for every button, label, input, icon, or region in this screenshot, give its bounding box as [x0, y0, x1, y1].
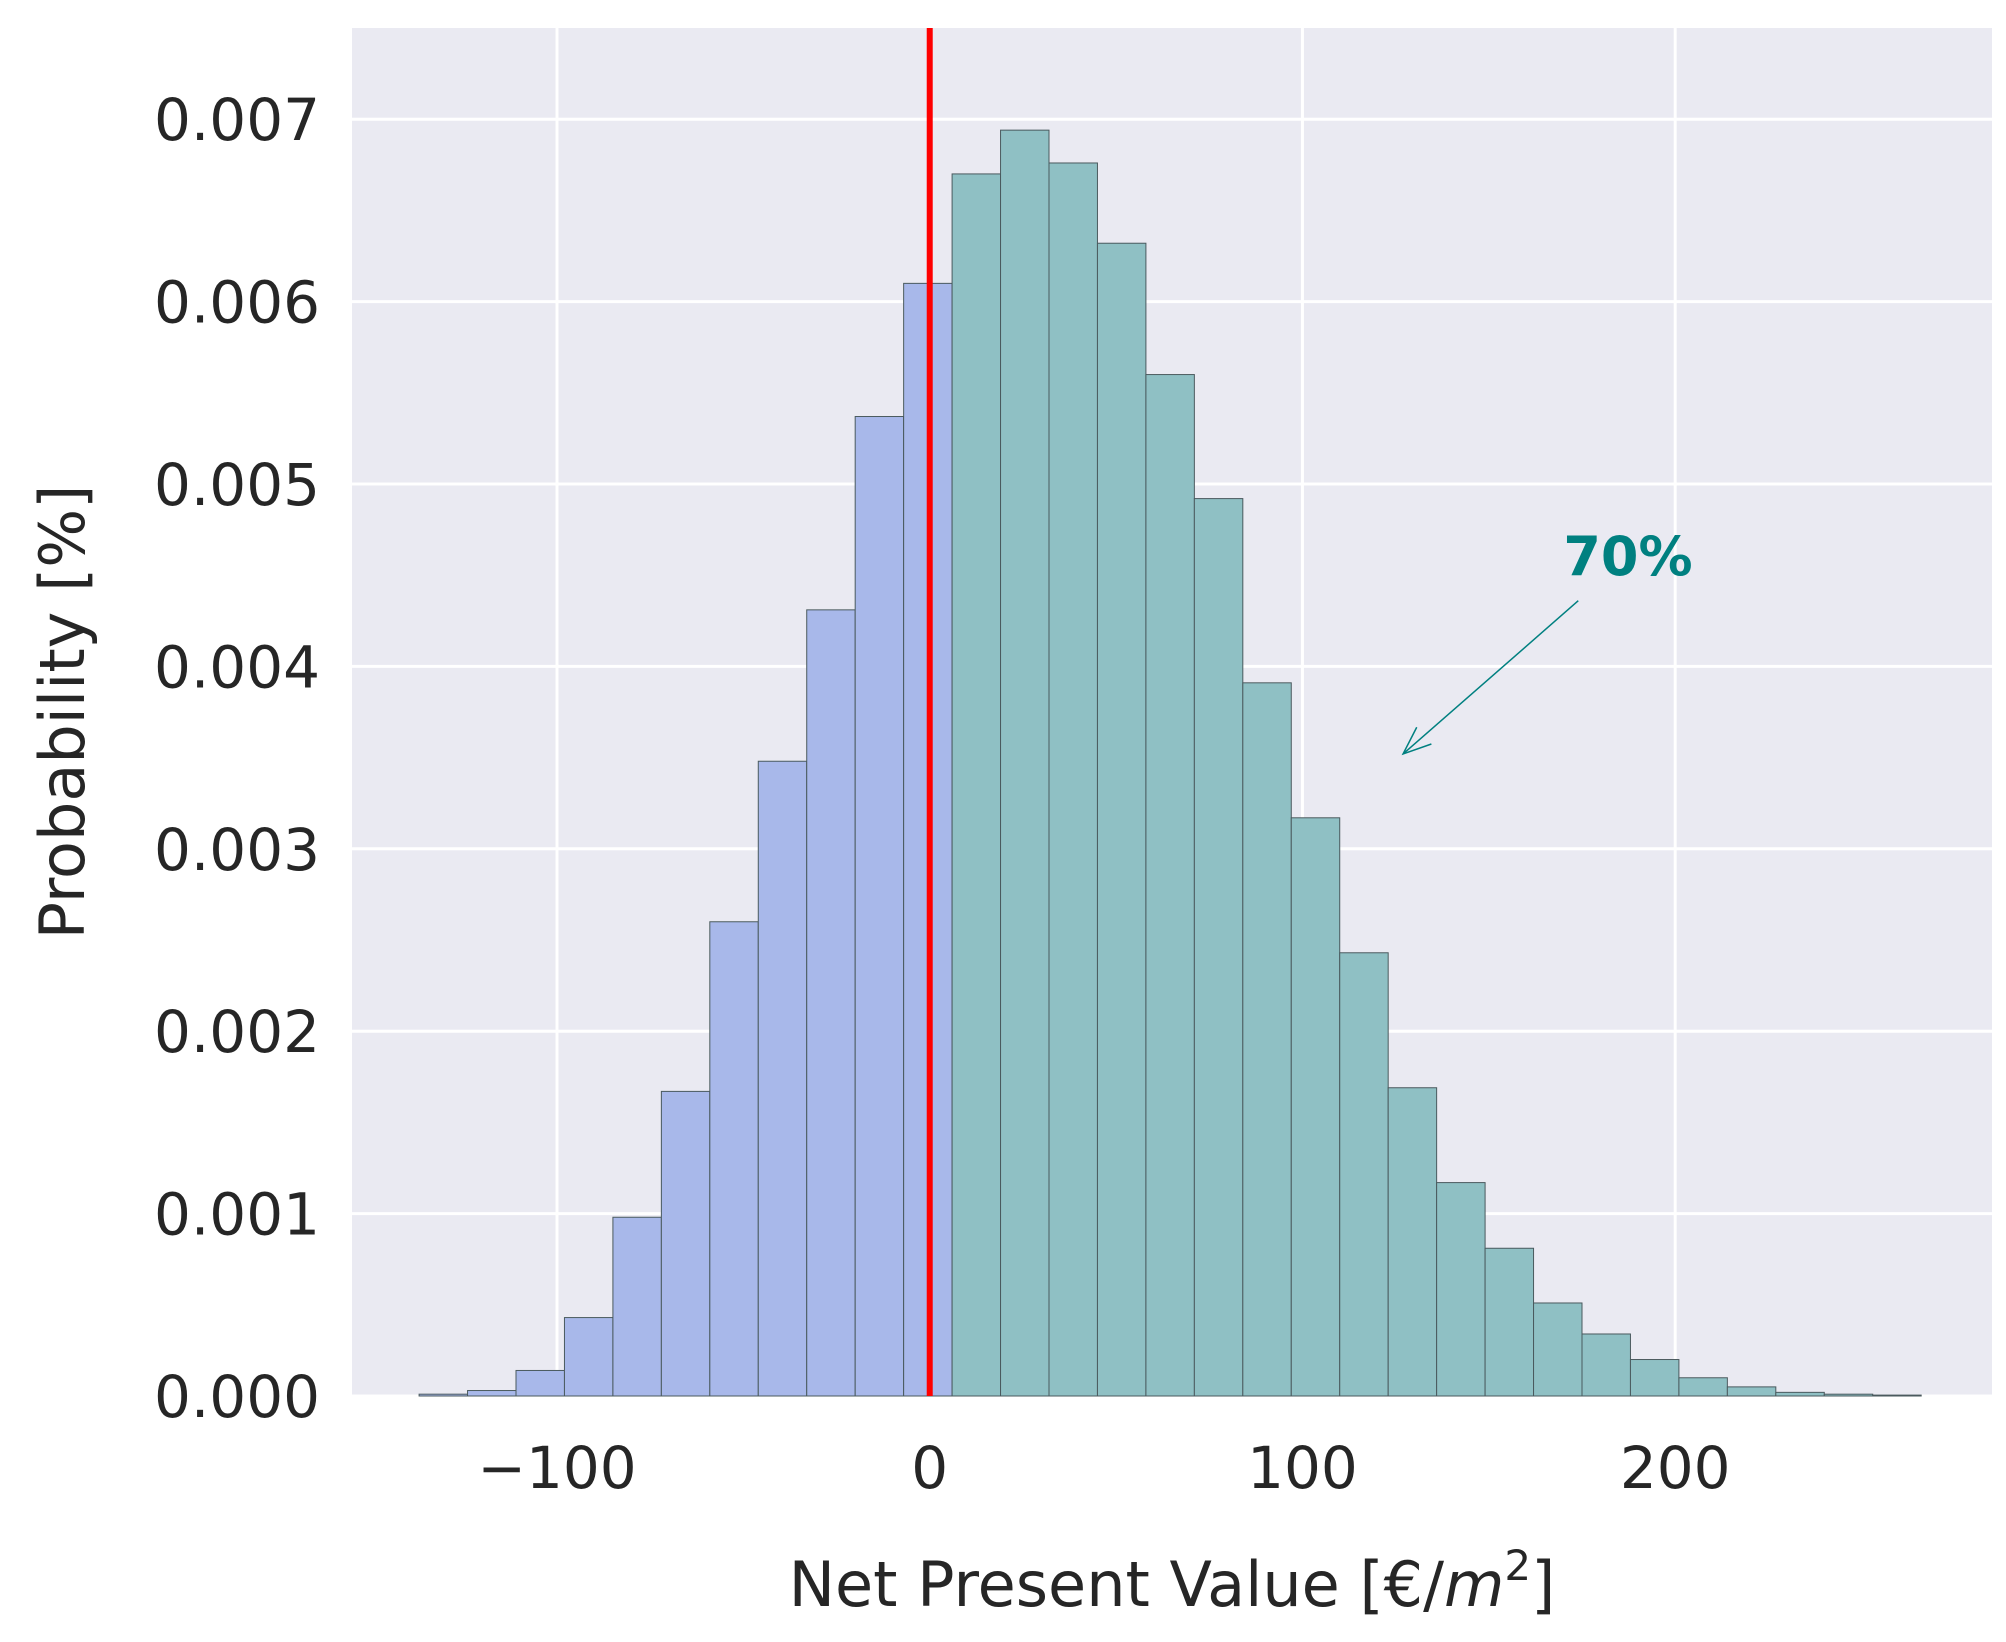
histogram-bar — [467, 1390, 517, 1397]
histogram-bar — [1193, 498, 1244, 1397]
x-axis-label-unit: m — [1444, 1548, 1504, 1621]
y-tick-label: 0.006 — [154, 269, 320, 337]
histogram-bar — [515, 1369, 565, 1397]
x-tick-label: 100 — [1247, 1434, 1358, 1502]
histogram-bar — [1096, 242, 1147, 1397]
y-axis-label: Probability [%] — [26, 485, 99, 940]
histogram-bar — [660, 1090, 711, 1397]
x-axis-label-exponent: 2 — [1504, 1541, 1531, 1590]
histogram-bar — [612, 1216, 662, 1397]
histogram-bar — [806, 609, 856, 1397]
x-tick-label: −100 — [477, 1434, 636, 1502]
histogram-bar — [1048, 162, 1098, 1397]
histogram-bar — [1000, 129, 1050, 1397]
annotation-label: 70% — [1563, 525, 1692, 588]
histogram-bar — [1872, 1394, 1922, 1397]
histogram-bar — [418, 1393, 469, 1397]
histogram-bar — [1436, 1182, 1486, 1397]
x-axis-label: Net Present Value [€/m2] — [789, 1541, 1556, 1621]
annotation-arrow — [1402, 600, 1579, 755]
histogram-bar — [757, 760, 808, 1397]
annotation-arrow-head — [1401, 726, 1432, 756]
histogram-bar — [709, 921, 759, 1397]
annotation-70-percent: 70% — [1401, 525, 1693, 756]
histogram-bar — [854, 416, 905, 1397]
x-tick-label: 0 — [911, 1434, 948, 1502]
y-tick-label: 0.004 — [154, 633, 320, 701]
histogram-bar — [1387, 1087, 1438, 1397]
y-tick-label: 0.002 — [154, 998, 320, 1066]
histogram-bar — [1678, 1377, 1728, 1397]
x-axis-ticks: −100 0 100 200 — [477, 1434, 1730, 1502]
y-tick-label: 0.003 — [154, 816, 320, 884]
histogram-bar — [1533, 1302, 1583, 1397]
histogram-bar — [563, 1317, 614, 1397]
histogram-bar — [1823, 1393, 1874, 1397]
y-tick-label: 0.005 — [154, 451, 320, 519]
histogram-bar — [1242, 682, 1292, 1397]
histogram-bar — [1581, 1333, 1631, 1397]
histogram-bars — [418, 129, 1922, 1397]
y-tick-label: 0.001 — [154, 1181, 320, 1249]
x-tick-label: 200 — [1620, 1434, 1731, 1502]
histogram-bar — [1290, 817, 1341, 1397]
histogram-bar — [1339, 952, 1389, 1397]
histogram-bar — [1145, 374, 1195, 1397]
y-tick-label: 0.000 — [154, 1363, 320, 1431]
histogram-bar — [951, 173, 1002, 1397]
x-axis-label-text: Net Present Value [€/ — [789, 1548, 1444, 1621]
y-axis-ticks: 0.000 0.001 0.002 0.003 0.004 0.005 0.006 0.007 — [154, 86, 320, 1431]
histogram-bar — [1484, 1247, 1535, 1397]
x-axis-label-close: ] — [1531, 1548, 1555, 1621]
histogram-bar — [1775, 1391, 1825, 1397]
histogram-bar — [1629, 1359, 1680, 1397]
y-tick-label: 0.007 — [154, 86, 320, 154]
histogram-bar — [1726, 1386, 1777, 1397]
